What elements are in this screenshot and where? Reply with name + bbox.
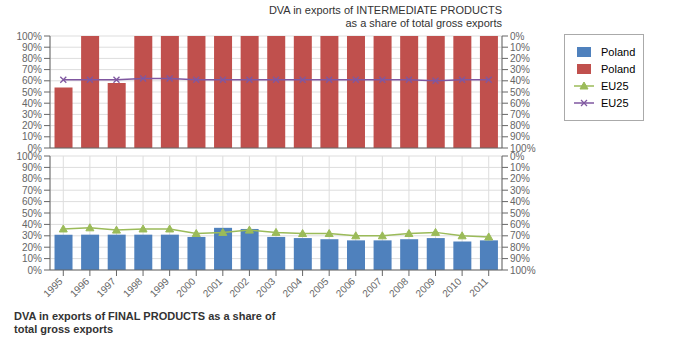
svg-text:70%: 70%	[510, 230, 530, 241]
svg-text:60%: 60%	[22, 75, 42, 86]
svg-text:80%: 80%	[510, 120, 530, 131]
svg-text:10%: 10%	[510, 162, 530, 173]
svg-text:80%: 80%	[22, 53, 42, 64]
svg-text:2003: 2003	[254, 275, 278, 299]
svg-text:70%: 70%	[22, 185, 42, 196]
html-text:Poland: Poland	[601, 46, 636, 58]
svg-text:0%: 0%	[28, 265, 43, 276]
svg-text:90%: 90%	[510, 131, 530, 142]
html-text:Poland: Poland	[601, 63, 636, 75]
svg-text:10%: 10%	[22, 253, 42, 264]
svg-text:60%: 60%	[22, 196, 42, 207]
svg-text:0%: 0%	[510, 152, 525, 162]
svg-text:40%: 40%	[510, 196, 530, 207]
svg-text:100%: 100%	[16, 152, 42, 162]
svg-text:60%: 60%	[510, 219, 530, 230]
html-text:EU25: EU25	[601, 80, 629, 92]
svg-text:1996: 1996	[68, 275, 92, 299]
svg-text:50%: 50%	[510, 208, 530, 219]
svg-text:30%: 30%	[22, 230, 42, 241]
html-text:DVA in exports of FINAL PRODUC: DVA in exports of FINAL PRODUCTS as a sh…	[14, 310, 276, 322]
svg-text:2000: 2000	[174, 275, 198, 299]
svg-text:40%: 40%	[510, 75, 530, 86]
svg-text:2009: 2009	[413, 275, 437, 299]
svg-text:2001: 2001	[201, 275, 225, 299]
html-text:EU25: EU25	[601, 97, 629, 109]
svg-text:50%: 50%	[22, 208, 42, 219]
svg-text:30%: 30%	[22, 109, 42, 120]
svg-text:2006: 2006	[334, 275, 358, 299]
svg-text:70%: 70%	[510, 109, 530, 120]
svg-text:100%: 100%	[16, 32, 42, 42]
svg-text:30%: 30%	[510, 64, 530, 75]
svg-text:90%: 90%	[510, 253, 530, 264]
svg-text:40%: 40%	[22, 98, 42, 109]
svg-text:80%: 80%	[510, 242, 530, 253]
svg-text:100%: 100%	[510, 143, 536, 152]
svg-text:1997: 1997	[94, 275, 118, 299]
html-text:total gross exports: total gross exports	[14, 323, 113, 335]
svg-text:2004: 2004	[280, 275, 304, 299]
html-text:as a share of total gross expo: as a share of total gross exports	[345, 17, 502, 29]
svg-text:100%: 100%	[510, 265, 536, 276]
svg-text:2011: 2011	[467, 275, 490, 298]
svg-text:1999: 1999	[148, 275, 172, 299]
svg-text:50%: 50%	[510, 87, 530, 98]
svg-text:30%: 30%	[510, 185, 530, 196]
svg-text:20%: 20%	[22, 242, 42, 253]
svg-text:1995: 1995	[41, 275, 65, 299]
svg-text:20%: 20%	[510, 53, 530, 64]
svg-text:80%: 80%	[22, 173, 42, 184]
svg-text:0%: 0%	[28, 143, 43, 152]
svg-text:2008: 2008	[387, 275, 411, 299]
svg-text:2002: 2002	[227, 275, 251, 299]
svg-text:20%: 20%	[510, 173, 530, 184]
svg-text:2005: 2005	[307, 275, 331, 299]
svg-text:2010: 2010	[440, 275, 464, 299]
svg-text:50%: 50%	[22, 87, 42, 98]
svg-text:90%: 90%	[22, 162, 42, 173]
svg-text:2007: 2007	[360, 275, 384, 299]
svg-text:60%: 60%	[510, 98, 530, 109]
svg-text:40%: 40%	[22, 219, 42, 230]
svg-text:1998: 1998	[121, 275, 145, 299]
svg-text:20%: 20%	[22, 120, 42, 131]
svg-text:90%: 90%	[22, 42, 42, 53]
html-text:DVA in exports of INTERMEDIATE: DVA in exports of INTERMEDIATE PRODUCTS	[268, 4, 502, 16]
svg-text:70%: 70%	[22, 64, 42, 75]
svg-text:0%: 0%	[510, 32, 525, 42]
svg-text:10%: 10%	[510, 42, 530, 53]
svg-text:10%: 10%	[22, 131, 42, 142]
